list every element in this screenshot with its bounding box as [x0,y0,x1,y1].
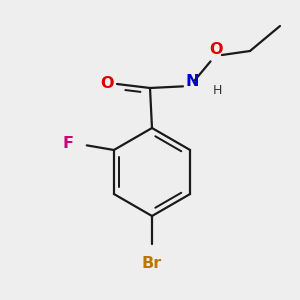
Text: O: O [100,76,114,91]
Text: F: F [62,136,74,151]
Text: O: O [209,41,223,56]
Text: H: H [212,85,222,98]
Text: Br: Br [142,256,162,272]
Text: N: N [185,74,199,89]
